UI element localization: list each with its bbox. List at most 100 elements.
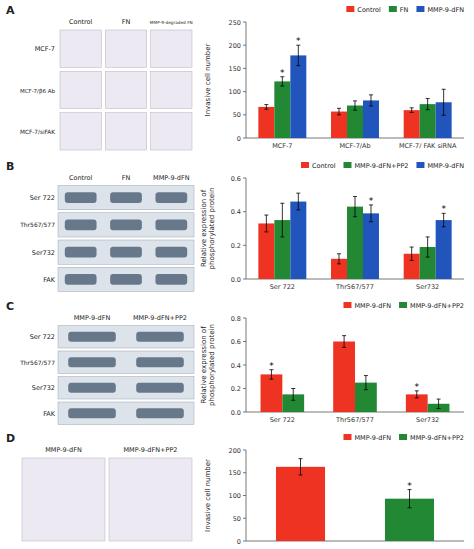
tick-mark [243,388,246,389]
blot-band [155,247,187,258]
error-cap [442,226,446,227]
annotation: * [280,68,285,78]
column-header: Control [69,174,93,182]
error-cap [264,231,268,232]
bar [290,55,306,138]
legend-label: Control [357,6,381,14]
tick-mark [243,365,246,366]
y-axis-label: Invasive cell number [204,459,212,532]
legend-label: Control [312,162,336,170]
bar [258,107,274,138]
tick-label: 0.2 [231,242,241,250]
y-axis-label-line: Relative expression of [200,189,208,267]
error-bar [415,391,419,398]
error-cap [280,236,284,237]
error-cap [353,216,357,217]
error-bar [342,336,346,348]
error-stem [427,237,428,257]
row-label: FAK [43,410,56,418]
tick-mark [243,279,246,280]
error-stem [411,247,412,260]
bar [261,374,283,412]
error-cap [442,89,446,90]
blot-band [136,332,184,342]
blot-strip [58,186,194,210]
blot-strip [58,351,194,374]
tick-label: 250 [229,19,241,27]
bar-chart: 050100150200 Invasive cell number * MMP-9-d… [204,434,464,546]
blot-strip [58,326,194,349]
legend-label: MMP-9-dFN [427,162,464,170]
error-bar [296,45,300,65]
bar [347,207,363,279]
error-cap [280,86,284,87]
error-bar [369,95,373,106]
error-cap [296,209,300,210]
error-bar [337,254,341,264]
error-cap [264,215,268,216]
tick-label: 0 [237,135,241,143]
tick-label: 0.0 [231,276,241,284]
tick-mark [243,114,246,115]
bar [258,223,274,279]
row-label: Ser 722 [30,194,55,202]
error-bar [353,101,357,110]
column-header: MMP-9-dFN [45,446,82,454]
tick-label: Thr567/577 [335,283,374,291]
error-stem [344,336,345,348]
row-label: Thr567/577 [19,359,55,366]
column-header: MMP-9-dFN+PP2 [133,314,187,322]
tick-mark [243,22,246,23]
bar [274,81,290,138]
annotation: * [296,36,301,46]
panel-title: B [6,160,14,173]
annotation: * [369,196,374,206]
error-cap [342,347,346,348]
annotation: * [441,204,446,214]
bar [331,112,347,138]
error-bar [296,193,300,210]
image-placeholder [105,113,146,150]
error-cap [299,458,303,459]
error-bar [442,213,446,226]
bars [258,45,451,138]
row-label: Ser 722 [30,333,55,341]
error-cap [369,105,373,106]
legend-label: MMP-9-dFN [354,434,391,442]
y-axis-label: Relative expression ofphosphorylated pro… [200,188,216,270]
bar [290,202,306,279]
panel-images: BControlFNMMP-9-dFNSer 722Thr567/577Ser7… [6,160,194,292]
tick-mark [243,45,246,46]
error-cap [364,389,368,390]
error-stem [365,376,366,390]
y-axis-line [246,178,247,279]
annotation: * [407,481,412,491]
panel-title: A [6,4,15,17]
blot-strip [58,402,194,425]
error-stem [427,99,428,110]
error-bar [264,105,268,110]
tick-mark [243,541,246,542]
tick-label: Thr567/577 [335,416,374,424]
column-header: Control [69,18,93,26]
tick-mark [243,138,246,139]
tick-label: 0.2 [231,385,241,393]
error-bar [442,89,446,115]
column-header: FN [122,18,131,26]
legend-label: MMP-9-dFN+PP2 [354,162,408,170]
error-cap [364,375,368,376]
legend-label: MMP-9-dFN [427,6,464,14]
bars [258,193,451,279]
blot-band [65,219,97,230]
blot-band [110,219,142,230]
bar [333,342,355,413]
y-axis: 0.00.20.40.60.8 [231,315,464,417]
legend: Control MMP-9-dFN+PP2 MMP-9-dFN [301,162,464,170]
error-bar [437,399,441,408]
bars [261,336,450,412]
tick-label: 0 [237,538,241,546]
y-axis: 050100150200 [229,447,464,546]
error-bar [426,237,430,257]
error-bar [369,205,373,222]
legend-swatch [399,302,407,308]
